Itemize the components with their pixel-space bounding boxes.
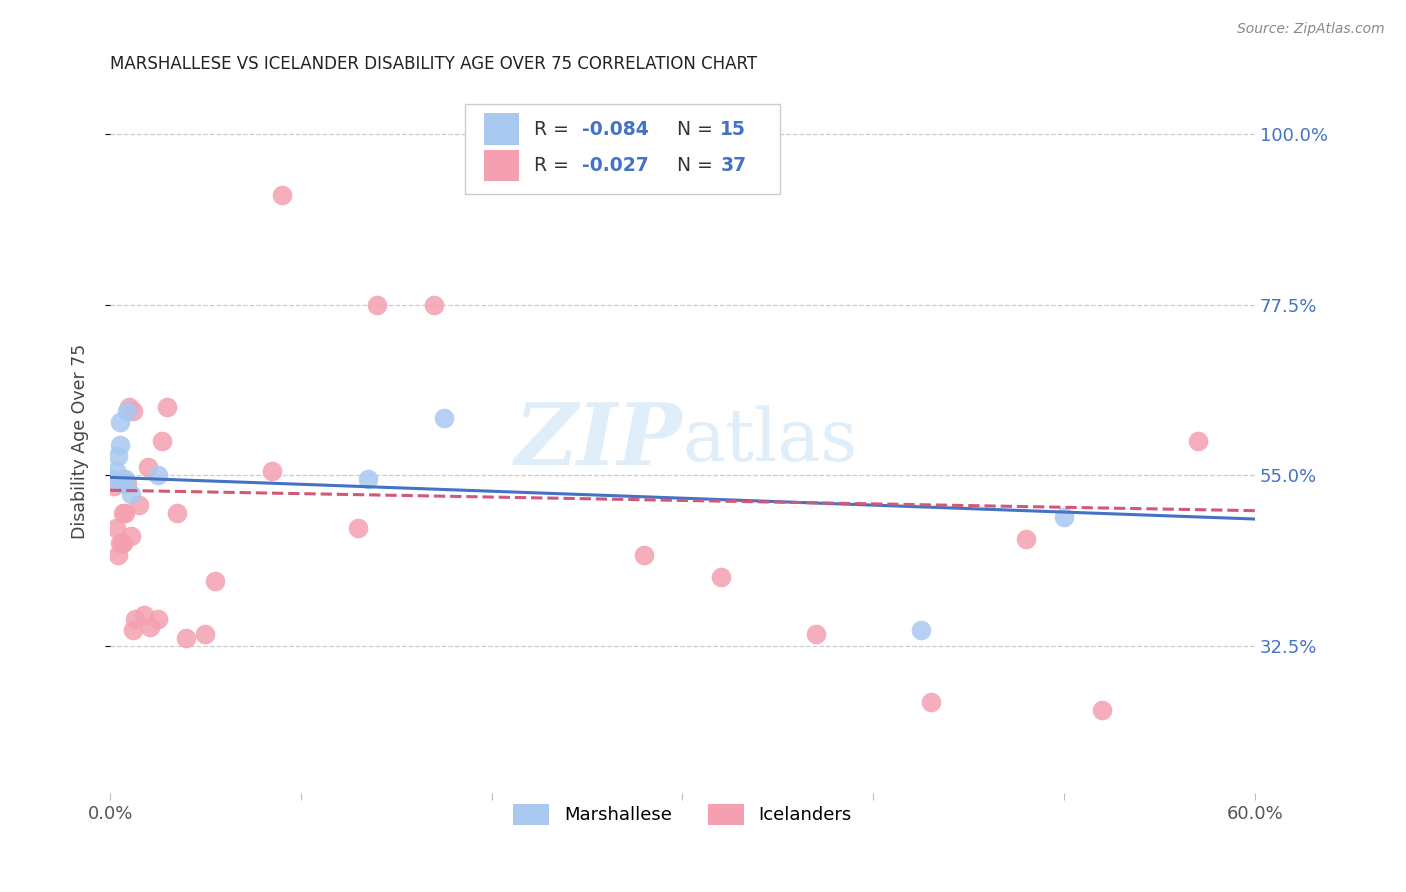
Point — [262, 464, 284, 478]
FancyBboxPatch shape — [485, 150, 519, 181]
Point — [103, 472, 125, 486]
Point — [124, 612, 146, 626]
Point — [107, 449, 129, 463]
Point — [1091, 703, 1114, 717]
Y-axis label: Disability Age Over 75: Disability Age Over 75 — [72, 343, 89, 539]
Point — [146, 612, 169, 626]
Point — [120, 487, 142, 501]
Point — [134, 608, 156, 623]
Text: atlas: atlas — [682, 406, 858, 476]
Text: -0.084: -0.084 — [582, 120, 648, 139]
Point — [1187, 434, 1209, 448]
Point — [128, 499, 150, 513]
Point — [139, 620, 162, 634]
Point — [108, 438, 131, 452]
Point — [910, 624, 932, 638]
Text: R =: R = — [534, 120, 575, 139]
Point — [122, 624, 145, 638]
Point — [920, 695, 942, 709]
Point — [117, 403, 139, 417]
Legend: Marshallese, Icelanders: Marshallese, Icelanders — [505, 795, 860, 834]
Point — [108, 536, 131, 550]
Text: N =: N = — [665, 156, 720, 176]
Point — [204, 574, 226, 589]
Point — [107, 548, 129, 562]
Text: ZIP: ZIP — [515, 400, 682, 483]
Point — [114, 506, 136, 520]
Point — [110, 536, 132, 550]
Point — [423, 297, 446, 311]
Point — [112, 472, 135, 486]
Point — [633, 548, 655, 562]
Point — [156, 400, 179, 414]
Text: 37: 37 — [720, 156, 747, 176]
Point — [117, 475, 139, 490]
Point — [114, 472, 136, 486]
Point — [104, 521, 127, 535]
Text: -0.027: -0.027 — [582, 156, 648, 176]
Point — [804, 627, 827, 641]
Text: 15: 15 — [720, 120, 747, 139]
Text: MARSHALLESE VS ICELANDER DISABILITY AGE OVER 75 CORRELATION CHART: MARSHALLESE VS ICELANDER DISABILITY AGE … — [110, 55, 758, 73]
Point — [1053, 509, 1076, 524]
FancyBboxPatch shape — [485, 113, 519, 145]
Point — [366, 297, 388, 311]
Point — [433, 411, 456, 425]
Point — [122, 403, 145, 417]
Text: N =: N = — [665, 120, 720, 139]
Text: R =: R = — [534, 156, 575, 176]
Point — [270, 187, 292, 202]
Point — [347, 521, 370, 535]
Point — [110, 475, 132, 490]
Point — [176, 631, 198, 645]
Point — [112, 536, 135, 550]
Point — [194, 627, 217, 641]
Point — [120, 529, 142, 543]
Point — [103, 479, 125, 493]
Point — [166, 506, 188, 520]
FancyBboxPatch shape — [465, 104, 780, 194]
Point — [150, 434, 173, 448]
Point — [1015, 533, 1038, 547]
Point — [136, 460, 159, 475]
Point — [146, 468, 169, 483]
Point — [118, 400, 141, 414]
Point — [710, 570, 733, 584]
Point — [104, 464, 127, 478]
Text: Source: ZipAtlas.com: Source: ZipAtlas.com — [1237, 22, 1385, 37]
Point — [112, 506, 135, 520]
Point — [356, 472, 378, 486]
Point — [108, 415, 131, 429]
